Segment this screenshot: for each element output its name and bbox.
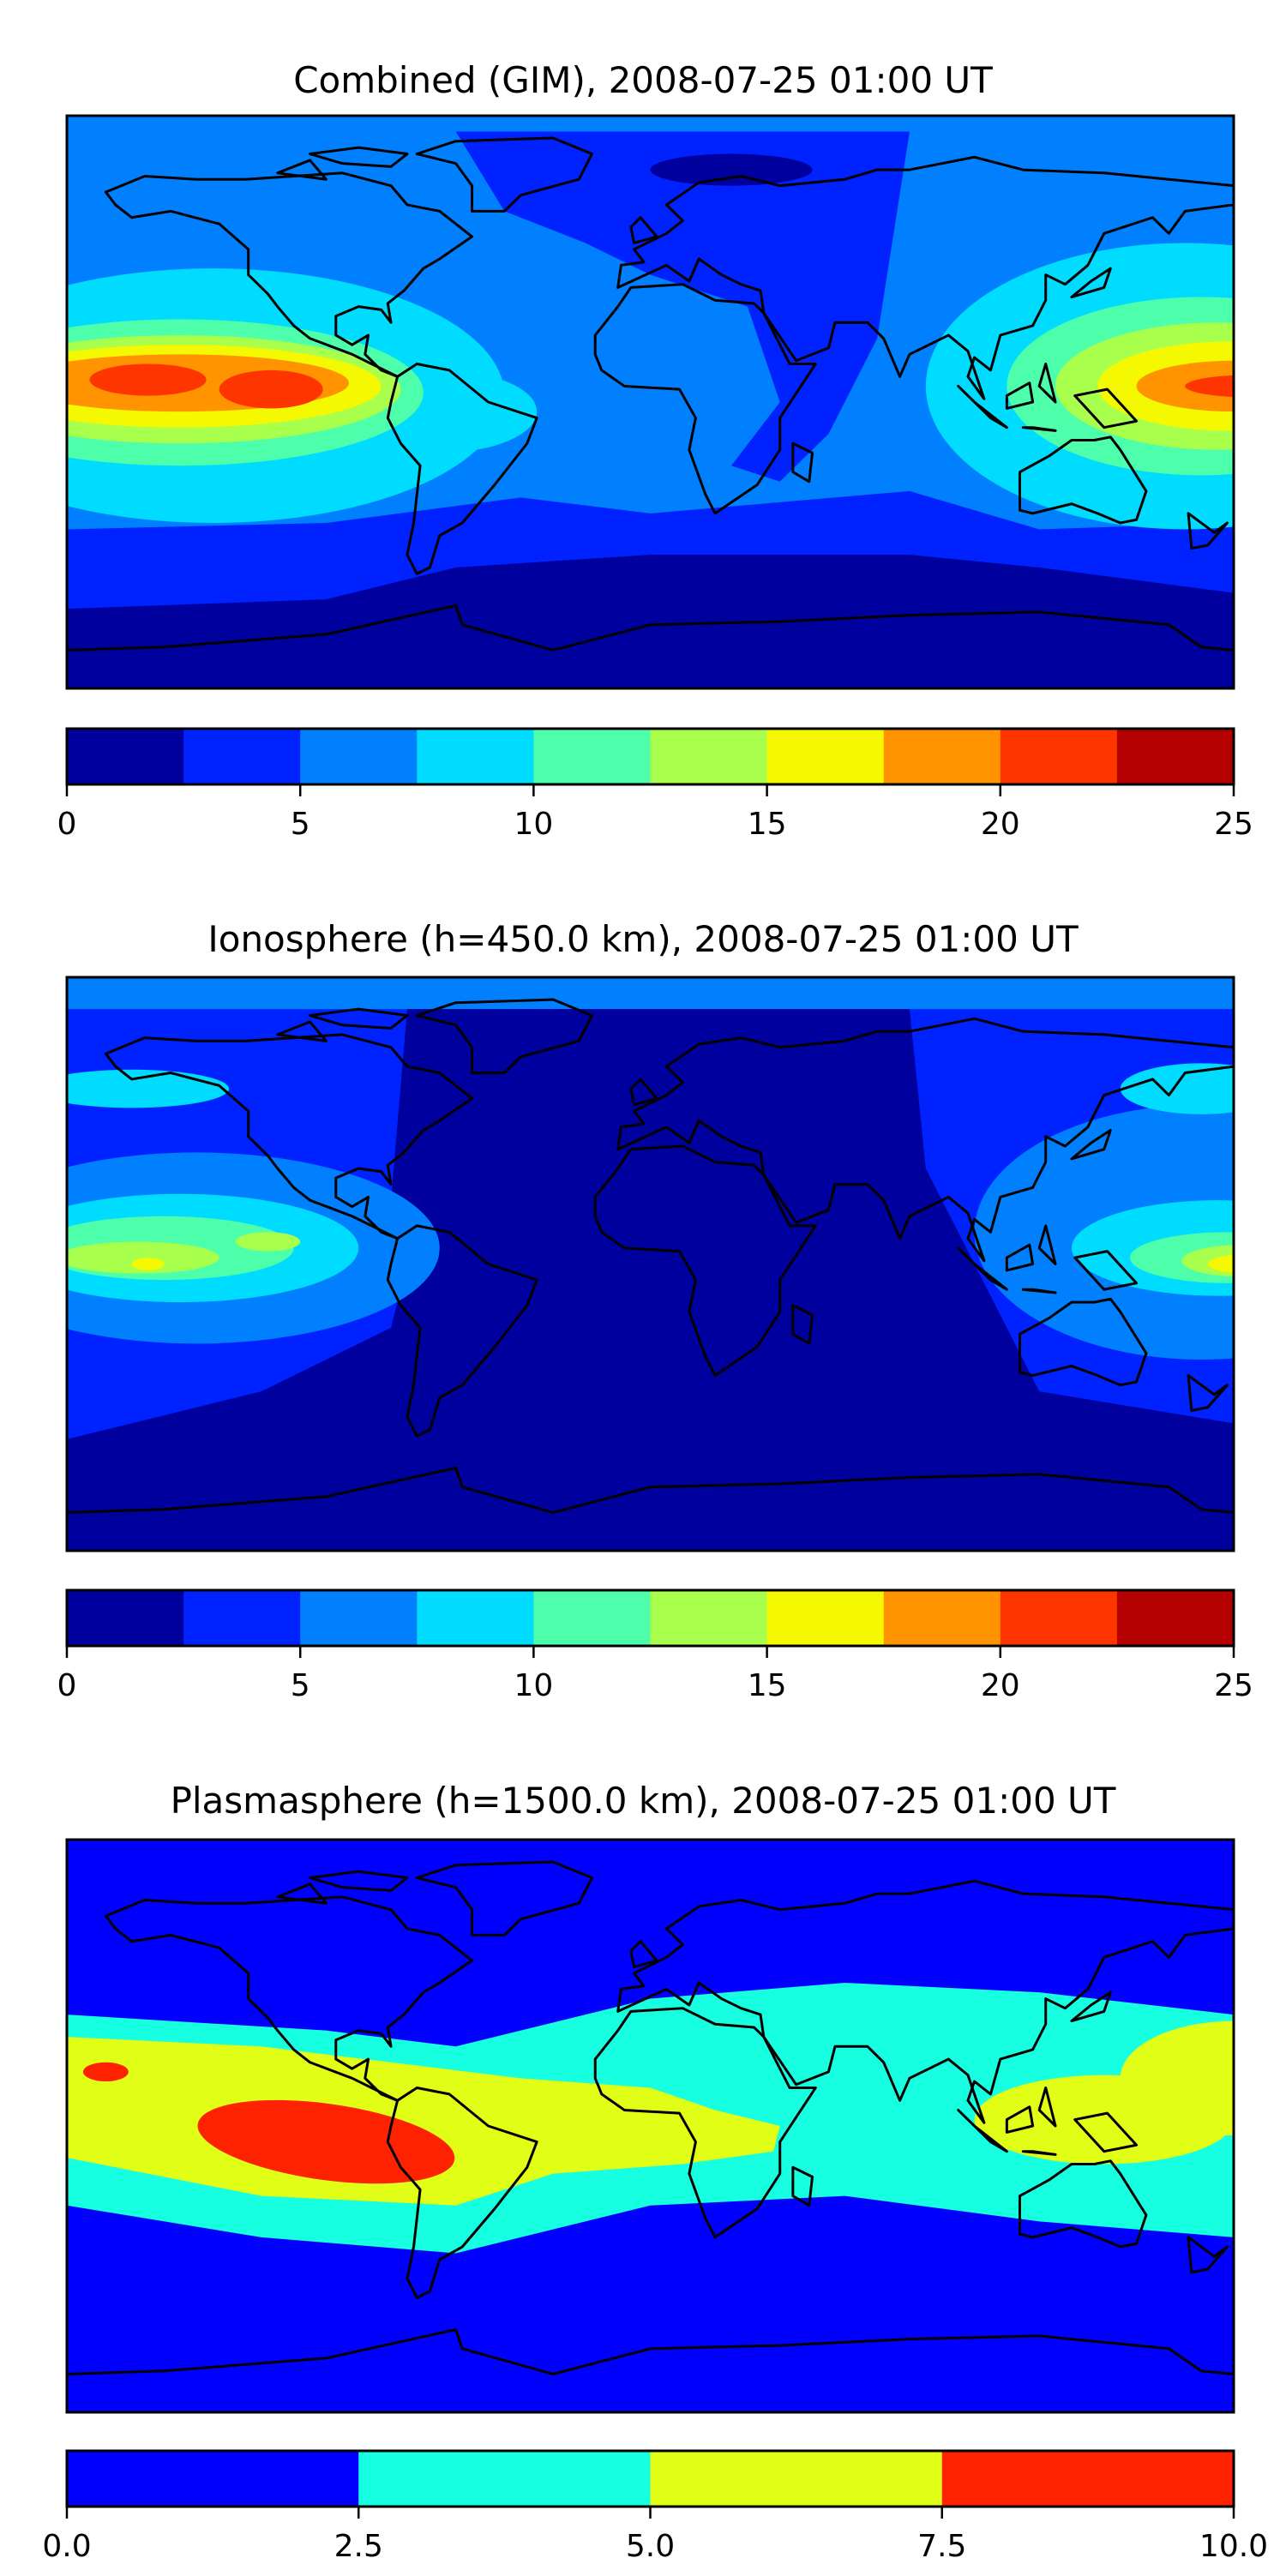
colorbar-tick-label: 10.0 — [1199, 2529, 1268, 2564]
colorbar-tick-label: 10 — [514, 1668, 553, 1703]
colorbar-segment — [417, 1590, 534, 1646]
colorbar-tick-label: 15 — [748, 1668, 787, 1703]
contour-5-7.5-north — [67, 977, 1234, 1010]
colorbar-segment — [183, 729, 301, 784]
contour-5-7.5-east — [1120, 2021, 1234, 2136]
panel-title-plasmasphere: Plasmasphere (h=1500.0 km), 2008-07-25 0… — [171, 1780, 1116, 1822]
colorbar-segment — [941, 2451, 1235, 2507]
colorbar-segment — [533, 729, 651, 784]
colorbar-tick-label: 20 — [981, 807, 1020, 842]
colorbar-combined: 0 5 10 15 20 25 — [57, 727, 1253, 842]
colorbar-segment — [183, 1590, 301, 1646]
map-combined — [67, 116, 1234, 688]
map-frame — [65, 976, 1235, 1552]
contour-20-22.5 — [219, 369, 323, 409]
map-ionosphere — [67, 977, 1234, 1551]
colorbar-segment — [417, 729, 534, 784]
colorbar-segment — [766, 729, 885, 784]
colorbar-segment — [650, 1590, 768, 1646]
panel-title-ionosphere: Ionosphere (h=450.0 km), 2008-07-25 01:0… — [207, 918, 1079, 960]
colorbar-tick-label: 25 — [1214, 807, 1253, 842]
contour-0-2.5-north — [650, 153, 813, 186]
colorbar-tick-label: 0.0 — [42, 2529, 91, 2564]
panel-title-combined: Combined (GIM), 2008-07-25 01:00 UT — [293, 59, 993, 101]
colorbar-tick-label: 2.5 — [334, 2529, 383, 2564]
contour-0-2.5 — [67, 1009, 1234, 1551]
colorbar-tick-label: 10 — [514, 807, 553, 842]
colorbar-segment — [1116, 1590, 1235, 1646]
contour-7.5-10-northeast — [1120, 1063, 1234, 1114]
contour-12.5-15 — [67, 1241, 219, 1274]
colorbar-tick-label: 25 — [1214, 1668, 1253, 1703]
contour-5-7.5 — [67, 2037, 780, 2206]
colorbar-ionosphere: 0 5 10 15 20 25 — [57, 1588, 1253, 1703]
colorbar-segment — [358, 2451, 651, 2507]
colorbar-segment — [650, 2451, 943, 2507]
colorbar-segment — [1000, 1590, 1118, 1646]
contour-12.5-15 — [235, 1232, 301, 1252]
colorbar-segment — [883, 1590, 1001, 1646]
colorbar-tick-label: 7.5 — [917, 2529, 966, 2564]
contour-15-17.5-east — [1207, 1254, 1234, 1274]
colorbar-segment — [533, 1590, 651, 1646]
colorbar-segment — [67, 729, 184, 784]
colorbar-tick-label: 0 — [57, 1668, 77, 1703]
colorbar-tick-label: 5 — [291, 1668, 310, 1703]
colorbar-frame — [65, 727, 1235, 786]
map-frame — [65, 1838, 1235, 2414]
colorbar-tick-label: 5 — [291, 807, 310, 842]
contour-20-22.5 — [89, 363, 207, 396]
colorbar-segment — [1000, 729, 1118, 784]
map-plasmasphere — [67, 1840, 1234, 2412]
contour-15-17.5 — [131, 1258, 165, 1270]
colorbar-tick-label: 20 — [981, 1668, 1020, 1703]
contour-0-2.5 — [67, 555, 1234, 688]
colorbar-segment — [67, 1590, 184, 1646]
colorbar-tick-label: 15 — [748, 807, 787, 842]
contour-7.5-10 — [82, 2062, 129, 2082]
colorbar-segment — [1116, 729, 1235, 784]
colorbar-frame — [65, 1588, 1235, 1648]
contour-20-22.5-east — [1185, 375, 1234, 398]
contour-7.5-10-north — [67, 1069, 229, 1108]
colorbar-segment — [883, 729, 1001, 784]
colorbar-segment — [300, 1590, 418, 1646]
map-frame — [65, 114, 1235, 690]
colorbar-plasmasphere: 0.0 2.5 5.0 7.5 10.0 — [42, 2449, 1268, 2564]
colorbar-segment — [766, 1590, 885, 1646]
colorbar-tick-label: 5.0 — [626, 2529, 675, 2564]
colorbar-segment — [650, 729, 768, 784]
colorbar-segment — [300, 729, 418, 784]
colorbar-tick-label: 0 — [57, 807, 77, 842]
colorbar-segment — [67, 2451, 359, 2507]
contour-7.5-10 — [197, 2099, 455, 2184]
